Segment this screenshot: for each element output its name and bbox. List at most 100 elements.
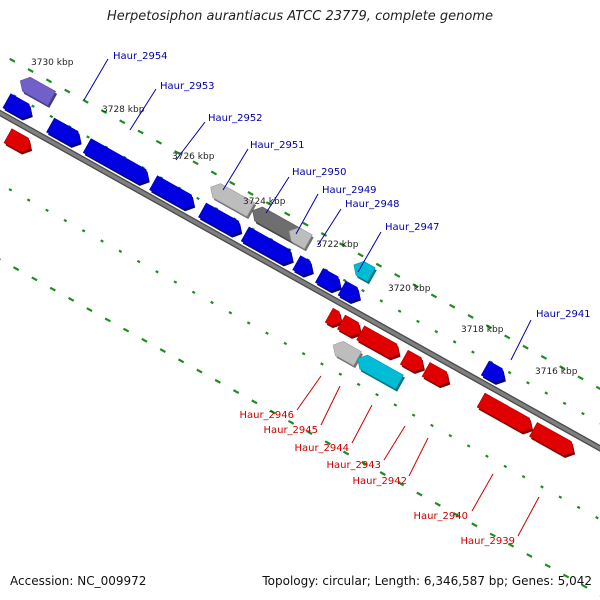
ring-dot bbox=[306, 430, 313, 435]
tick-label: 3720 kbp bbox=[388, 284, 431, 294]
gene-label: Haur_2943 bbox=[326, 460, 381, 471]
gene-label: Haur_2939 bbox=[460, 536, 515, 547]
leader-line bbox=[295, 193, 319, 235]
ring-dot bbox=[452, 340, 457, 344]
ring-dot bbox=[283, 341, 288, 346]
ring-dot bbox=[64, 88, 71, 94]
ring-dot bbox=[544, 563, 551, 569]
ring-dot bbox=[67, 296, 75, 302]
ring-dot bbox=[526, 553, 533, 558]
ring-dot bbox=[191, 290, 196, 294]
ring-dot bbox=[45, 78, 53, 84]
ring-dot bbox=[503, 464, 508, 469]
ring-dot bbox=[489, 532, 496, 538]
ring-dot bbox=[375, 393, 379, 397]
ring-dot bbox=[284, 211, 291, 217]
leader-line bbox=[83, 58, 109, 101]
leader-line bbox=[222, 148, 249, 191]
ring-dot bbox=[118, 249, 123, 253]
gene-arrow bbox=[356, 325, 400, 359]
gene-label: Haur_2952 bbox=[208, 113, 263, 124]
ring-dot bbox=[265, 331, 269, 335]
ring-dot bbox=[155, 270, 159, 274]
gene-arrow bbox=[324, 307, 342, 327]
gene-label: Haur_2940 bbox=[413, 511, 468, 522]
leader-line bbox=[517, 496, 540, 537]
ring-dot bbox=[361, 288, 365, 293]
gene-label: Haur_2947 bbox=[385, 222, 440, 233]
ring-dot bbox=[540, 354, 548, 360]
ring-dot bbox=[31, 104, 35, 108]
ring-dot bbox=[82, 98, 89, 104]
ring-dot bbox=[301, 352, 306, 356]
gene-arrow bbox=[240, 226, 293, 265]
ring-dot bbox=[540, 485, 544, 489]
ring-dot bbox=[393, 403, 398, 407]
ring-dot bbox=[559, 365, 566, 371]
ring-dot bbox=[31, 276, 38, 282]
gene-label: Haur_2944 bbox=[294, 443, 349, 454]
gene-label: Haur_2948 bbox=[345, 199, 400, 210]
ring-dot bbox=[361, 460, 368, 466]
ring-dot bbox=[507, 542, 515, 548]
gene-arrow bbox=[210, 183, 256, 217]
ring-dot bbox=[558, 495, 563, 499]
ring-dot bbox=[471, 522, 478, 528]
gene-label: Haur_2945 bbox=[263, 425, 318, 436]
ring-dot bbox=[412, 283, 419, 289]
ring-dot bbox=[196, 196, 200, 201]
gene-arrow bbox=[529, 422, 574, 456]
ring-dot bbox=[449, 303, 456, 309]
ring-dot bbox=[504, 334, 511, 340]
tick-label: 3728 kbp bbox=[102, 105, 145, 115]
ring-dot bbox=[434, 329, 439, 334]
tick-label: 3718 kbp bbox=[461, 325, 504, 335]
page-title: Herpetosiphon aurantiacus ATCC 23779, co… bbox=[106, 9, 494, 24]
ring-dot bbox=[210, 300, 214, 305]
gene-label: Haur_2949 bbox=[322, 185, 377, 196]
ring-dot bbox=[63, 218, 68, 223]
gene-arrow bbox=[357, 354, 404, 390]
gene-label: Haur_2942 bbox=[352, 476, 407, 487]
leader-line bbox=[383, 425, 406, 461]
ring-dot bbox=[526, 381, 530, 385]
ring-dot bbox=[430, 423, 434, 428]
ring-dot bbox=[466, 444, 471, 448]
ring-dot bbox=[265, 201, 273, 207]
ring-dot bbox=[562, 573, 570, 579]
ring-dot bbox=[174, 150, 181, 155]
ring-dot bbox=[485, 324, 493, 330]
ring-dot bbox=[342, 278, 347, 283]
ring-dot bbox=[119, 119, 126, 125]
ring-dot bbox=[210, 170, 218, 176]
genome-stats-text: Topology: circular; Length: 6,346,587 bp… bbox=[262, 574, 592, 588]
ring-dot bbox=[320, 232, 328, 237]
ring-dot bbox=[86, 307, 93, 313]
gene-arrow bbox=[198, 202, 242, 236]
leader-line bbox=[510, 319, 532, 361]
gene-label: Haur_2950 bbox=[292, 167, 347, 178]
ring-dot bbox=[595, 515, 599, 520]
ring-dot bbox=[576, 505, 581, 510]
gene-arrow bbox=[421, 362, 450, 387]
leader-line bbox=[351, 404, 373, 444]
gene-arrow bbox=[19, 76, 57, 106]
leader-line bbox=[317, 208, 342, 246]
ring-dot bbox=[9, 57, 16, 63]
tick-label: 3730 kbp bbox=[31, 58, 74, 68]
gene-arrow bbox=[288, 227, 313, 250]
ring-dot bbox=[467, 313, 474, 319]
ring-dot bbox=[430, 293, 438, 299]
gene-arrow bbox=[480, 360, 505, 383]
tick-label: 3724 kbp bbox=[243, 197, 286, 207]
ring-dot bbox=[173, 280, 178, 284]
leader-line bbox=[296, 375, 322, 411]
gene-arrow bbox=[337, 314, 361, 337]
ring-dot bbox=[562, 401, 567, 406]
ring-dot bbox=[27, 68, 34, 73]
ring-dot bbox=[269, 409, 276, 415]
gene-arrow bbox=[332, 341, 362, 367]
leader-line bbox=[408, 437, 429, 477]
ring-dot bbox=[379, 299, 384, 303]
